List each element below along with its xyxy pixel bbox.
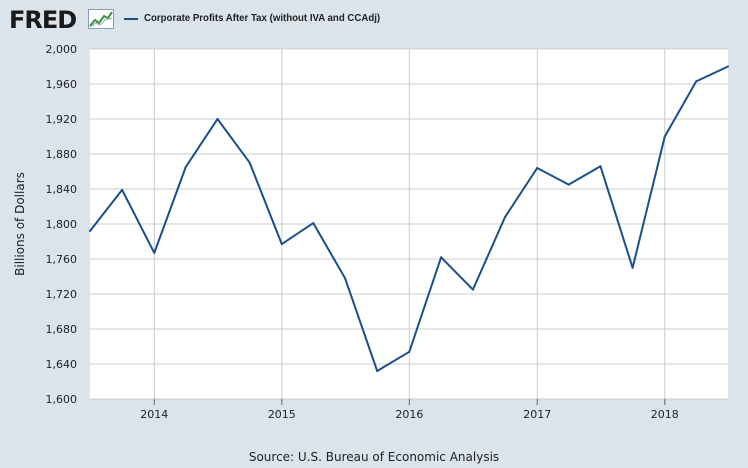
data-point[interactable] xyxy=(408,350,411,353)
y-axis-ticks: 1,600 1,640 1,680 1,720 1,760 1,800 1,840 1,880… xyxy=(46,43,78,406)
x-tick-label: 2015 xyxy=(268,408,296,421)
y-tick-label: 2,000 xyxy=(46,43,78,56)
data-point[interactable] xyxy=(312,222,315,225)
data-point[interactable] xyxy=(695,80,698,83)
data-point[interactable] xyxy=(216,118,219,120)
x-axis-ticks: 2014 2015 2016 2017 2018 xyxy=(140,399,679,421)
data-point[interactable] xyxy=(631,266,634,269)
data-point[interactable] xyxy=(121,188,124,191)
x-tick-label: 2016 xyxy=(395,408,423,421)
source-note: Source: U.S. Bureau of Economic Analysis xyxy=(248,450,500,464)
data-point[interactable] xyxy=(248,161,251,164)
fred-logo-graph-icon xyxy=(88,9,114,29)
y-tick-label: 1,960 xyxy=(46,78,78,91)
fred-logo[interactable]: FRED xyxy=(9,6,77,34)
y-tick-label: 1,640 xyxy=(46,358,78,371)
y-tick-label: 1,840 xyxy=(46,183,78,196)
x-tick-label: 2017 xyxy=(523,408,551,421)
chart-header: FRED Corporate Profits After Tax (withou… xyxy=(0,0,748,38)
series-group xyxy=(89,65,729,372)
data-point[interactable] xyxy=(184,166,187,169)
data-point[interactable] xyxy=(663,135,666,138)
y-tick-label: 1,680 xyxy=(46,323,78,336)
legend-swatch xyxy=(124,18,138,20)
x-tick-label: 2014 xyxy=(140,408,168,421)
data-point[interactable] xyxy=(344,277,347,280)
y-tick-label: 1,720 xyxy=(46,288,78,301)
x-tick-label: 2018 xyxy=(651,408,679,421)
data-point[interactable] xyxy=(727,65,729,68)
data-point[interactable] xyxy=(504,216,507,218)
data-point[interactable] xyxy=(153,251,156,254)
data-point[interactable] xyxy=(440,256,443,259)
data-point[interactable] xyxy=(376,370,379,372)
data-point[interactable] xyxy=(280,243,283,246)
data-point[interactable] xyxy=(536,167,539,169)
data-point[interactable] xyxy=(471,288,474,291)
y-tick-label: 1,800 xyxy=(46,218,78,231)
legend-label: Corporate Profits After Tax (without IVA… xyxy=(144,12,381,24)
data-point[interactable] xyxy=(599,165,602,168)
y-tick-label: 1,760 xyxy=(46,253,78,266)
y-axis-label: Billions of Dollars xyxy=(13,172,27,276)
y-tick-label: 1,880 xyxy=(46,148,78,161)
data-point[interactable] xyxy=(89,230,91,232)
data-point[interactable] xyxy=(567,183,570,186)
y-tick-label: 1,920 xyxy=(46,113,78,126)
y-tick-label: 1,600 xyxy=(46,393,78,406)
